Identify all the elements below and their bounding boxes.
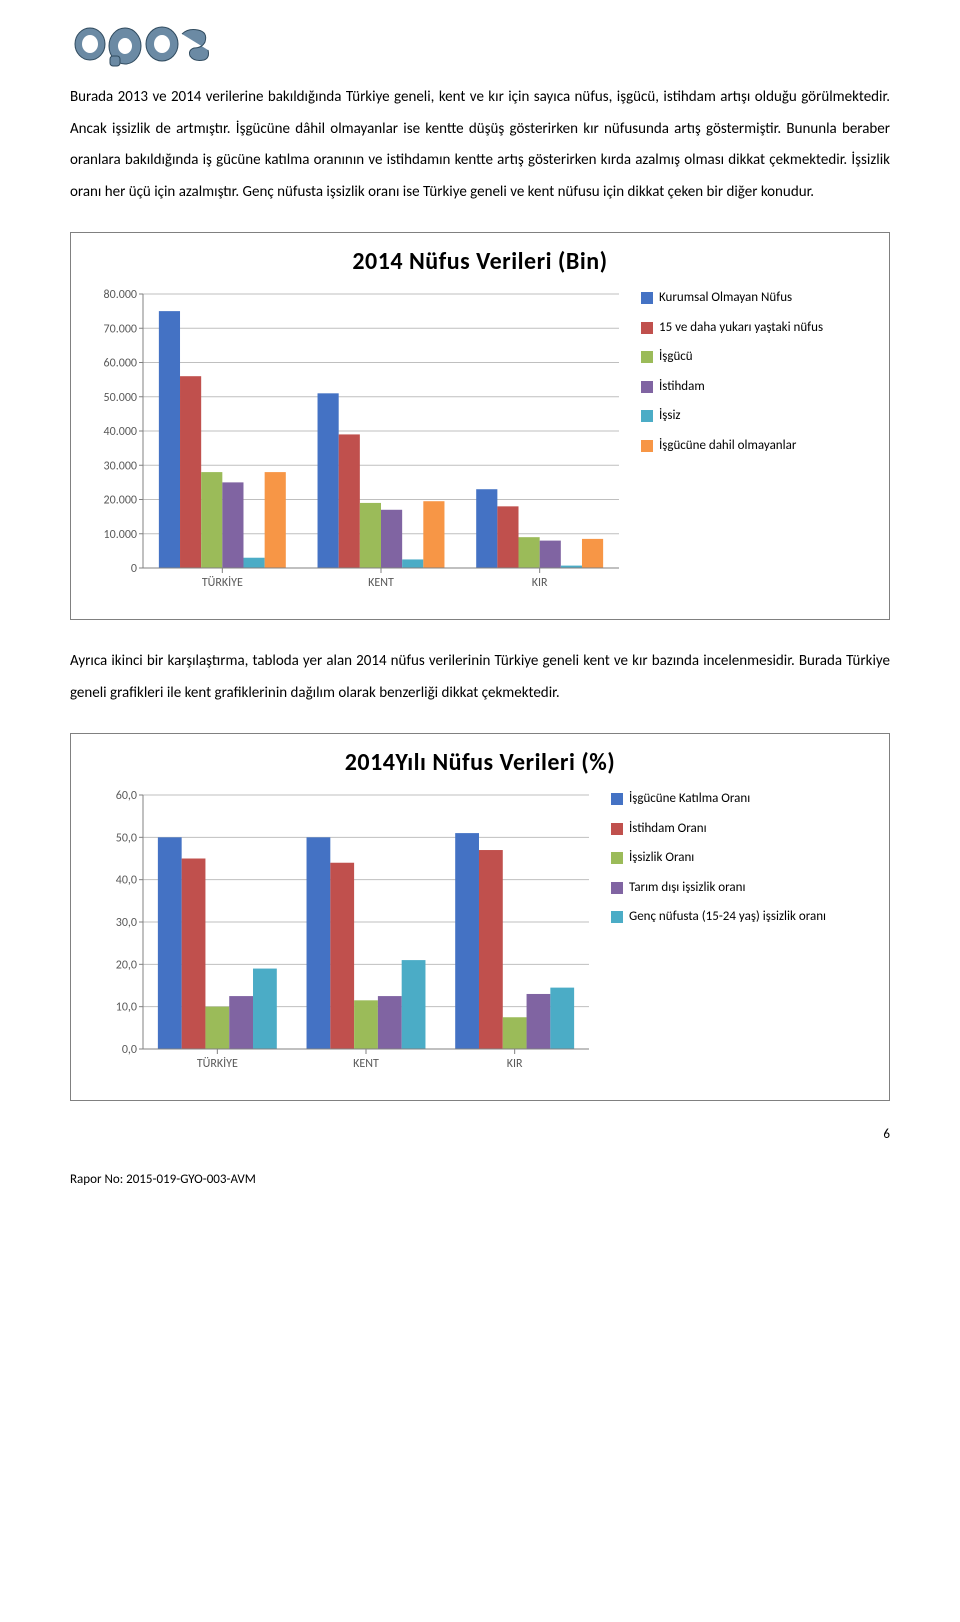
legend-item: İşsiz xyxy=(641,408,823,424)
legend-item: İşgücüne Katılma Oranı xyxy=(611,791,826,807)
legend-item: İşsizlik Oranı xyxy=(611,850,826,866)
legend-label: İşsiz xyxy=(659,408,681,424)
svg-text:30,0: 30,0 xyxy=(116,916,137,930)
legend-swatch xyxy=(641,292,653,304)
legend-label: 15 ve daha yukarı yaştaki nüfus xyxy=(659,320,823,336)
svg-text:40.000: 40.000 xyxy=(104,425,137,439)
legend-label: İstihdam xyxy=(659,379,705,395)
svg-text:KENT: KENT xyxy=(353,1057,379,1071)
logo xyxy=(70,20,890,68)
legend-item: İşgücü xyxy=(641,349,823,365)
legend-item: Tarım dışı işsizlik oranı xyxy=(611,880,826,896)
chart-1-title: 2014 Nüfus Verileri (Bin) xyxy=(87,247,873,276)
svg-text:KIR: KIR xyxy=(507,1057,523,1071)
svg-text:10.000: 10.000 xyxy=(104,528,137,542)
chart-2-legend: İşgücüne Katılma Oranı İstihdam Oranı İşsi… xyxy=(597,787,826,1082)
svg-text:70.000: 70.000 xyxy=(104,322,137,336)
chart-1-plot: 0 10.000 20.000 30.000 40.000 50.000 60.000 70.… xyxy=(87,286,627,601)
legend-item: İstihdam Oranı xyxy=(611,821,826,837)
svg-text:KIR: KIR xyxy=(532,576,548,590)
chart-2-plot: 0,0 10,0 20,0 30,0 40,0 50,0 60,0 TÜRKİYE KENT KI… xyxy=(87,787,597,1082)
legend-item: İşgücüne dahil olmayanlar xyxy=(641,438,823,454)
svg-text:TÜRKİYE: TÜRKİYE xyxy=(197,1056,238,1071)
legend-swatch xyxy=(641,381,653,393)
svg-text:60,0: 60,0 xyxy=(116,789,137,803)
svg-text:30.000: 30.000 xyxy=(104,459,137,473)
legend-swatch xyxy=(641,440,653,452)
legend-label: İşgücüne dahil olmayanlar xyxy=(659,438,796,454)
svg-text:0: 0 xyxy=(131,562,137,576)
svg-text:50.000: 50.000 xyxy=(104,391,137,405)
chart-2-container: 2014Yılı Nüfus Verileri (%) 0,0 10,0 20,0 3… xyxy=(70,733,890,1101)
legend-item: 15 ve daha yukarı yaştaki nüfus xyxy=(641,320,823,336)
legend-swatch xyxy=(611,882,623,894)
chart-1-legend: Kurumsal Olmayan Nüfus 15 ve daha yukarı … xyxy=(627,286,823,601)
legend-swatch xyxy=(641,410,653,422)
svg-text:40,0: 40,0 xyxy=(116,874,137,888)
svg-text:80.000: 80.000 xyxy=(104,288,137,302)
svg-text:20.000: 20.000 xyxy=(104,494,137,508)
svg-text:20,0: 20,0 xyxy=(116,958,137,972)
chart-2-title: 2014Yılı Nüfus Verileri (%) xyxy=(87,748,873,777)
legend-swatch xyxy=(641,322,653,334)
svg-text:60.000: 60.000 xyxy=(104,357,137,371)
legend-label: İşgücüne Katılma Oranı xyxy=(629,791,750,807)
legend-swatch xyxy=(611,911,623,923)
legend-swatch xyxy=(641,351,653,363)
svg-text:10,0: 10,0 xyxy=(116,1001,137,1015)
svg-text:0,0: 0,0 xyxy=(122,1043,137,1057)
report-number: Rapor No: 2015-019-GYO-003-AVM xyxy=(70,1172,890,1187)
legend-label: Genç nüfusta (15-24 yaş) işsizlik oranı xyxy=(629,909,826,925)
paragraph-1: Burada 2013 ve 2014 verilerine bakıldığı… xyxy=(70,82,890,208)
svg-text:TÜRKİYE: TÜRKİYE xyxy=(202,575,243,590)
legend-item: Genç nüfusta (15-24 yaş) işsizlik oranı xyxy=(611,909,826,925)
legend-label: Tarım dışı işsizlik oranı xyxy=(629,880,745,896)
svg-text:KENT: KENT xyxy=(368,576,394,590)
legend-label: İşsizlik Oranı xyxy=(629,850,694,866)
chart-1-container: 2014 Nüfus Verileri (Bin) 0 10.000 20.000 3… xyxy=(70,232,890,620)
page-number: 6 xyxy=(70,1127,890,1142)
legend-item: Kurumsal Olmayan Nüfus xyxy=(641,290,823,306)
legend-label: Kurumsal Olmayan Nüfus xyxy=(659,290,792,306)
legend-swatch xyxy=(611,852,623,864)
paragraph-2: Ayrıca ikinci bir karşılaştırma, tabloda… xyxy=(70,646,890,709)
svg-text:50,0: 50,0 xyxy=(116,831,137,845)
legend-label: İşgücü xyxy=(659,349,693,365)
legend-label: İstihdam Oranı xyxy=(629,821,707,837)
legend-item: İstihdam xyxy=(641,379,823,395)
legend-swatch xyxy=(611,793,623,805)
legend-swatch xyxy=(611,823,623,835)
